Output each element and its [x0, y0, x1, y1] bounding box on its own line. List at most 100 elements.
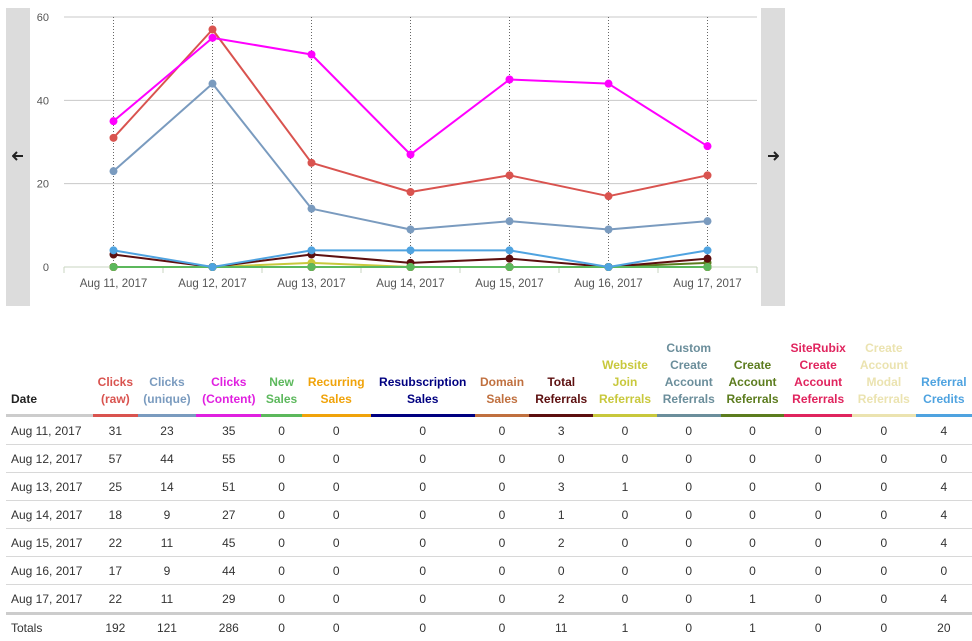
data-point-s2-4	[506, 76, 514, 84]
table-cell: 4	[916, 501, 972, 529]
x-tick-label: Aug 11, 2017	[80, 278, 148, 290]
table-cell: 0	[475, 585, 530, 614]
data-point-s3-4	[506, 263, 514, 271]
data-point-s1-6	[704, 217, 712, 225]
column-header-line: Sales	[407, 392, 438, 406]
table-cell: 0	[657, 473, 721, 501]
table-cell: 0	[721, 473, 785, 501]
data-point-s1-4	[506, 217, 514, 225]
data-point-s13-1	[209, 263, 217, 271]
table-cell: 0	[261, 416, 301, 445]
column-header-0[interactable]: Date	[6, 340, 93, 416]
data-point-s0-2	[308, 159, 316, 167]
column-header-6[interactable]: Resubscription Sales	[371, 340, 475, 416]
table-cell: 11	[138, 585, 196, 614]
table-cell: 1	[721, 585, 785, 614]
column-header-line: Referrals	[792, 392, 844, 406]
table-cell: 0	[721, 501, 785, 529]
table-cell: 0	[852, 501, 916, 529]
table-cell: 0	[721, 557, 785, 585]
data-point-s2-0	[110, 117, 118, 125]
table-cell: 0	[852, 557, 916, 585]
column-header-line: Clicks	[211, 375, 246, 389]
column-header-line: Recurring	[308, 375, 365, 389]
column-header-line: SiteRubix	[791, 341, 846, 355]
totals-cell: 20	[916, 614, 972, 641]
table-cell: 0	[852, 416, 916, 445]
x-tick-label: Aug 14, 2017	[376, 278, 444, 290]
table-cell: 0	[475, 473, 530, 501]
data-point-s1-5	[605, 226, 613, 234]
y-tick-label: 60	[37, 12, 49, 24]
table-cell: 0	[261, 585, 301, 614]
table-cell: 0	[657, 416, 721, 445]
table-cell: 0	[302, 416, 371, 445]
column-header-line: (raw)	[101, 392, 130, 406]
table-cell: 23	[138, 416, 196, 445]
column-header-line: Modal	[866, 375, 901, 389]
table-cell: 0	[657, 529, 721, 557]
row-date: Aug 15, 2017	[6, 529, 93, 557]
column-header-line: Account	[665, 375, 713, 389]
table-cell: 44	[138, 445, 196, 473]
row-date: Aug 16, 2017	[6, 557, 93, 585]
table-cell: 4	[916, 585, 972, 614]
table-cell: 0	[784, 501, 852, 529]
arrow-right-icon	[767, 151, 779, 161]
x-tick-label: Aug 13, 2017	[277, 278, 345, 290]
totals-cell: 11	[529, 614, 593, 641]
column-header-line: Domain	[480, 375, 524, 389]
chart-prev-button[interactable]	[6, 8, 30, 306]
table-cell: 27	[196, 501, 261, 529]
totals-cell: 1	[721, 614, 785, 641]
x-tick-label: Aug 12, 2017	[178, 278, 246, 290]
table-cell: 0	[371, 416, 475, 445]
column-header-line: Account	[729, 375, 777, 389]
table-cell: 2	[529, 529, 593, 557]
table-cell: 0	[475, 501, 530, 529]
column-header-line: Create	[865, 341, 902, 355]
column-header-line: New	[269, 375, 294, 389]
series-line-0	[114, 30, 708, 197]
column-header-4[interactable]: New Sales	[261, 340, 301, 416]
column-header-line: Referrals	[663, 392, 715, 406]
column-header-line: Resubscription	[379, 375, 466, 389]
table-cell: 1	[529, 501, 593, 529]
totals-cell: 286	[196, 614, 261, 641]
table-cell: 45	[196, 529, 261, 557]
data-point-s3-3	[407, 263, 415, 271]
table-cell: 0	[261, 445, 301, 473]
data-point-s1-1	[209, 80, 217, 88]
table-cell: 0	[784, 585, 852, 614]
totals-cell: 0	[475, 614, 530, 641]
data-point-s1-3	[407, 226, 415, 234]
column-header-line: Referrals	[858, 392, 910, 406]
data-point-s3-6	[704, 263, 712, 271]
table-cell: 0	[852, 529, 916, 557]
column-header-line: Sales	[266, 392, 297, 406]
column-header-2[interactable]: Clicks(unique)	[138, 340, 196, 416]
column-header-line: Create	[670, 358, 707, 372]
column-header-1[interactable]: Clicks(raw)	[93, 340, 138, 416]
table-cell: 0	[593, 416, 657, 445]
chart-next-button[interactable]	[761, 8, 785, 306]
totals-cell: 0	[657, 614, 721, 641]
table-cell: 0	[657, 445, 721, 473]
column-header-line: Referral	[921, 375, 966, 389]
column-header-3[interactable]: Clicks(Content)	[196, 340, 261, 416]
data-point-s1-0	[110, 167, 118, 175]
